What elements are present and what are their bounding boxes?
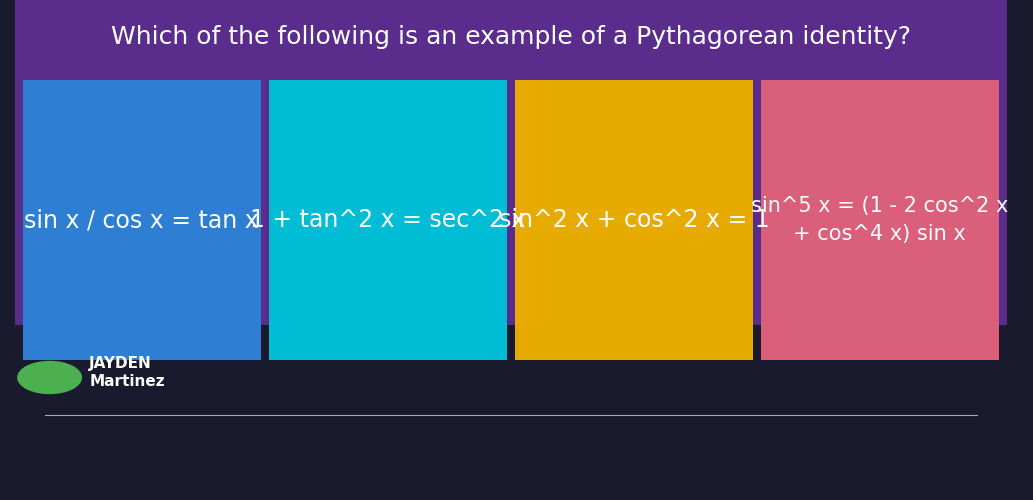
FancyBboxPatch shape <box>269 80 507 360</box>
FancyBboxPatch shape <box>760 80 999 360</box>
Circle shape <box>18 362 82 394</box>
FancyBboxPatch shape <box>14 325 1007 500</box>
Text: Which of the following is an example of a Pythagorean identity?: Which of the following is an example of … <box>111 25 911 49</box>
FancyBboxPatch shape <box>23 80 261 360</box>
Text: JAYDEN
Martinez: JAYDEN Martinez <box>89 356 165 390</box>
Text: sin x / cos x = tan x: sin x / cos x = tan x <box>25 208 259 232</box>
Text: 1 + tan^2 x = sec^2 x: 1 + tan^2 x = sec^2 x <box>250 208 526 232</box>
Text: sin^5 x = (1 - 2 cos^2 x
+ cos^4 x) sin x: sin^5 x = (1 - 2 cos^2 x + cos^4 x) sin … <box>751 196 1008 244</box>
Text: sin^2 x + cos^2 x = 1: sin^2 x + cos^2 x = 1 <box>499 208 770 232</box>
FancyBboxPatch shape <box>14 0 1007 325</box>
FancyBboxPatch shape <box>514 80 753 360</box>
